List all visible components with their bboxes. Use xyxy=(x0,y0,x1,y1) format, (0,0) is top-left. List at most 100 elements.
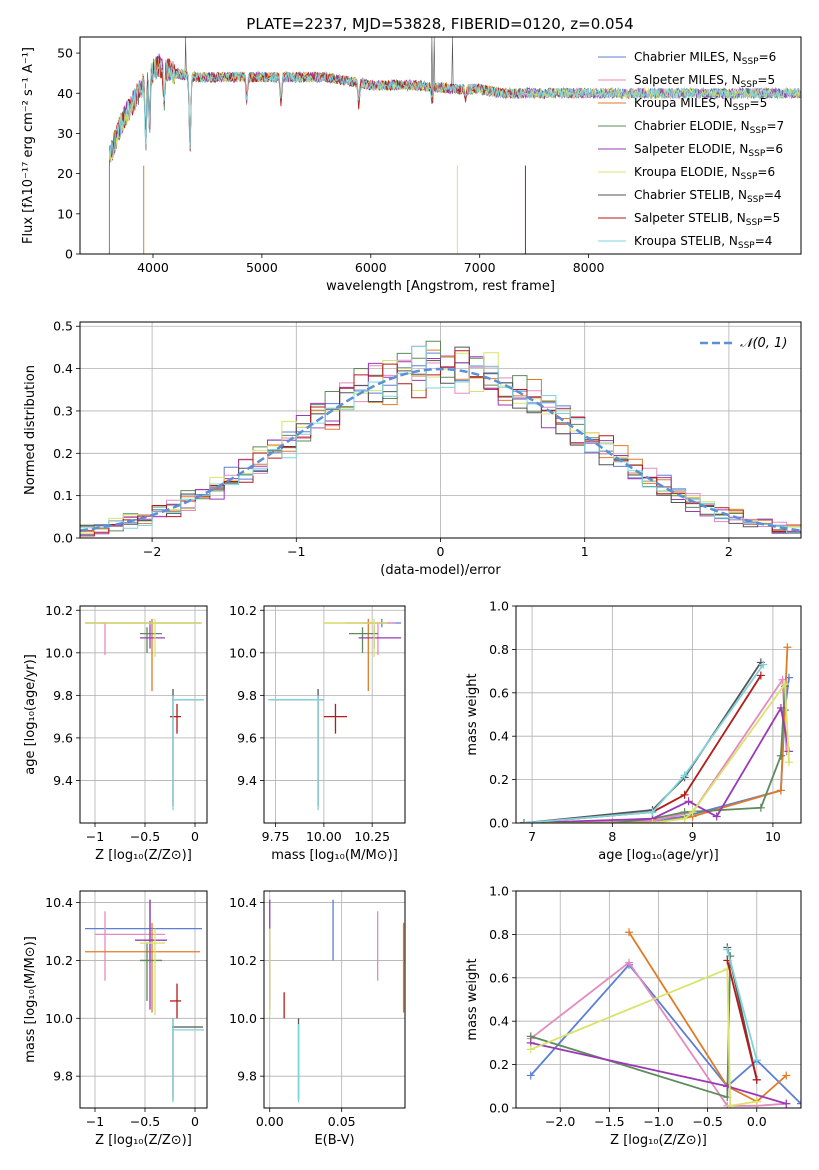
residual_hist-panel: −2 −1 0 1 2 0.0 0.1 0.2 0.3 0.4 0.5 (data-model)/er… xyxy=(23,319,802,578)
mass_weight_vs_age-xtick-label: 9 xyxy=(689,829,697,844)
age_vs_mass-ytick-label: 10.2 xyxy=(229,603,257,618)
age_vs_Z-plot-area xyxy=(85,618,204,811)
mass_weight_vs_age-series-line xyxy=(524,681,790,823)
mass_weight_vs_age-frame xyxy=(515,605,802,824)
spectrum-plot-area xyxy=(108,37,801,254)
mass_vs_Z-xtick-label: −0.5 xyxy=(130,1114,160,1129)
mass_weight_vs_age-ytick-label: 0.2 xyxy=(489,772,509,787)
residual_hist-ytick-label: 0.2 xyxy=(53,446,73,461)
age_vs_Z-ytick-label: 9.8 xyxy=(53,688,73,703)
mass_vs_Z-xtick-label: −1 xyxy=(86,1114,104,1129)
mass_weight_vs_Z-point-marker xyxy=(726,1101,735,1108)
mass_weight_vs_Z-xtick-label: −0.5 xyxy=(692,1114,722,1129)
mass_weight_vs_age-point-marker xyxy=(648,819,657,823)
spectrum-xtick-label: 7000 xyxy=(464,260,496,275)
mass_weight_vs_age-ticks: 7 8 9 10 0.0 0.2 0.4 0.6 0.8 1.0 xyxy=(489,599,781,845)
mass_weight_vs_age-point-marker xyxy=(680,790,689,799)
mass_vs_Z-ytick-label: 9.8 xyxy=(53,1069,73,1084)
residual_hist-ytick-label: 0.4 xyxy=(53,361,73,376)
age_vs_Z-ytick-label: 10.0 xyxy=(45,645,73,660)
mass_weight_vs_age-plot-area xyxy=(520,643,793,823)
mass_vs_Z-ytick-label: 10.2 xyxy=(45,953,73,968)
mass_vs_ebv-ticks: 0.00 0.05 9.8 10.0 10.2 10.4 xyxy=(229,895,355,1129)
age_vs_Z-panel: −1 −0.5 0 9.4 9.6 9.8 10.0 10.2 Z [log₁₀(Z/Z⊙)] a… xyxy=(23,603,208,863)
mass_vs_Z-xtick-label: 0 xyxy=(191,1114,199,1129)
age_vs_mass-panel: 9.75 10.00 10.25 9.4 9.6 9.8 10.0 10.2 mass [log… xyxy=(229,603,406,863)
mass_weight_vs_Z-point-marker xyxy=(526,1071,535,1080)
mass_vs_Z-ytick-label: 10.4 xyxy=(45,895,73,910)
mass_weight_vs_Z-plot-area xyxy=(526,928,801,1108)
mass_weight_vs_age-ytick-label: 0.4 xyxy=(489,729,509,744)
residual_hist-xtick-label: 2 xyxy=(725,544,733,559)
spectrum-ytick-label: 10 xyxy=(57,206,73,221)
age_vs_mass-ytick-label: 9.8 xyxy=(237,688,257,703)
age_vs_Z-ytick-label: 10.2 xyxy=(45,603,73,618)
mass_weight_vs_Z-point-marker xyxy=(752,1056,761,1065)
legend-entry-label: Kroupa STELIB, NSSP=4 xyxy=(634,234,772,251)
residual_hist-ytick-label: 0.1 xyxy=(53,488,73,503)
mass_vs_ebv-ytick-label: 10.4 xyxy=(229,895,257,910)
mass_weight_vs_age-point-marker xyxy=(648,808,657,817)
mass_vs_ebv-xtick-label: 0.00 xyxy=(256,1114,284,1129)
mass_weight_vs_age-point-marker xyxy=(776,751,785,760)
mass_weight_vs_age-point-marker xyxy=(680,771,689,780)
mass_weight_vs_age-ytick-label: 1.0 xyxy=(489,599,509,614)
age_vs_mass-frame xyxy=(263,605,406,824)
mass_weight_vs_age-point-marker xyxy=(783,643,792,652)
mass_weight_vs_Z-ytick-label: 0.8 xyxy=(489,927,509,942)
mass_weight_vs_age-point-marker xyxy=(520,819,529,823)
mass_weight_vs_age-xtick-label: 7 xyxy=(528,829,536,844)
mass_vs_Z-ylabel: mass [log₁₀(M/M⊙)] xyxy=(23,936,38,1063)
mass_weight_vs_Z-ytick-label: 0.2 xyxy=(489,1057,509,1072)
age_vs_mass-ytick-label: 9.6 xyxy=(237,730,257,745)
age_vs_Z-xtick-label: −0.5 xyxy=(130,829,160,844)
mass_weight_vs_age-point-marker xyxy=(776,703,785,712)
residual_hist-plot-area xyxy=(80,340,801,537)
mass_vs_Z-frame xyxy=(79,890,208,1109)
mass_weight_vs_Z-point-marker xyxy=(723,945,732,954)
mass_weight_vs_Z-xtick-label: 0.0 xyxy=(747,1114,767,1129)
residual_hist-xtick-label: −1 xyxy=(287,544,305,559)
age_vs_mass-xtick-label: 9.75 xyxy=(262,829,290,844)
mass_weight_vs_age-series-line xyxy=(523,705,790,823)
mass_weight_vs_Z-point-marker xyxy=(782,1099,791,1108)
mass_weight_vs_Z-point-marker xyxy=(625,958,634,967)
mass_weight_vs_Z-xtick-label: −1.0 xyxy=(643,1114,673,1129)
normal-reference-curve xyxy=(80,367,801,532)
mass_vs_ebv-panel: 0.00 0.05 9.8 10.0 10.2 10.4 E(B-V) xyxy=(229,890,406,1148)
mass_weight_vs_age-point-marker xyxy=(756,803,765,812)
mass_weight_vs_Z-ticks: −2.0 −1.5 −1.0 −0.5 0.0 0.0 0.2 0.4 0.6 0.8 1.0 xyxy=(489,884,767,1130)
spectrum-ytick-label: 0 xyxy=(65,247,73,262)
residual_hist-ticks: −2 −1 0 1 2 0.0 0.1 0.2 0.3 0.4 0.5 xyxy=(53,319,733,559)
mass_weight_vs_age-series-line xyxy=(523,664,765,823)
spectrum-ytick-label: 50 xyxy=(57,46,73,61)
spectrum-legend: Chabrier MILES, NSSP=6 Salpeter MILES, NS… xyxy=(598,50,784,251)
mass_weight_vs_age-ytick-label: 0.0 xyxy=(489,816,509,831)
mass_weight_vs_Z-xtick-label: −1.5 xyxy=(594,1114,624,1129)
residual_hist-xtick-label: −2 xyxy=(143,544,161,559)
mass_weight_vs_Z-xlabel: Z [log₁₀(Z/Z⊙)] xyxy=(610,1133,707,1148)
mass_weight_vs_age-panel: 7 8 9 10 0.0 0.2 0.4 0.6 0.8 1.0 age [log₁₀(age/yr… xyxy=(465,599,802,863)
mass_weight_vs_age-ytick-label: 0.6 xyxy=(489,685,509,700)
residual_hist-xtick-label: 1 xyxy=(581,544,589,559)
age_vs_mass-plot-area xyxy=(267,618,402,811)
mass_weight_vs_Z-xtick-label: −2.0 xyxy=(545,1114,575,1129)
legend-entry-label: Kroupa MILES, NSSP=5 xyxy=(634,96,767,113)
panels-group: 4000 5000 6000 7000 800001020304050wavelengt… xyxy=(21,36,802,1148)
spectrum-xtick-label: 4000 xyxy=(137,260,169,275)
spectrum-ytick-label: 20 xyxy=(57,166,73,181)
age_vs_Z-xtick-label: −1 xyxy=(86,829,104,844)
figure-title: PLATE=2237, MJD=53828, FIBERID=0120, z=0… xyxy=(246,15,633,33)
spectrum-xtick-label: 8000 xyxy=(573,260,605,275)
mass_weight_vs_Z-series-line xyxy=(726,949,758,1061)
mass_weight_vs_Z-ylabel: mass weight xyxy=(465,958,480,1040)
histogram-legend-label: 𝒩(0, 1) xyxy=(740,336,787,351)
spectrum-panel: 4000 5000 6000 7000 8000 0 10 20 30 40 50 wavelengt… xyxy=(21,36,802,294)
mass_weight_vs_age-xtick-label: 8 xyxy=(608,829,616,844)
mass_weight_vs_Z-series-line xyxy=(530,967,757,1107)
mass_vs_Z-ytick-label: 10.0 xyxy=(45,1011,73,1026)
legend-entry-label: Kroupa ELODIE, NSSP=6 xyxy=(634,165,775,182)
mass_weight_vs_age-point-marker xyxy=(780,680,789,689)
